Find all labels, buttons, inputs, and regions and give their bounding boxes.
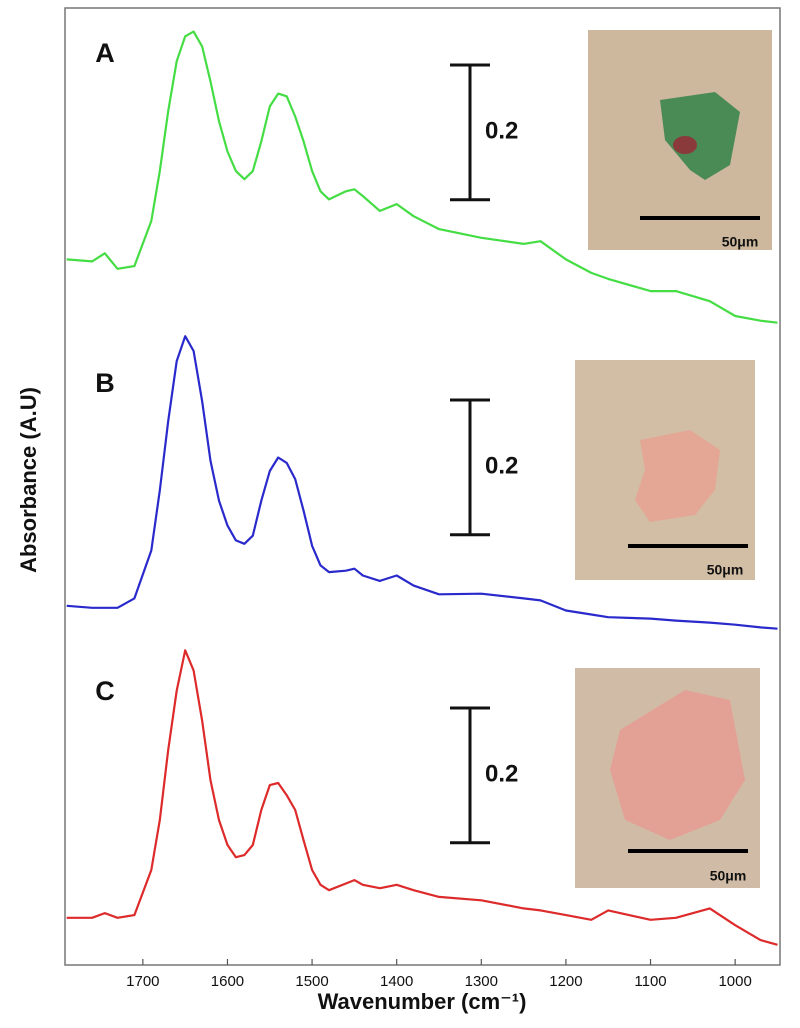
spectrum-line (66, 30, 778, 324)
sample-spot (673, 136, 697, 154)
x-axis-title: Wavenumber (cm⁻¹) (318, 989, 527, 1014)
x-tick-label: 1000 (718, 973, 751, 990)
inset-scale-label: 50μm (707, 562, 744, 578)
x-tick-label: 1400 (380, 973, 413, 990)
sample (635, 430, 720, 522)
scale-bar-label: 0.2 (485, 118, 518, 145)
plot-frame (64, 7, 781, 966)
x-tick-label: 1100 (634, 973, 666, 990)
inset-b: 50μm (575, 360, 755, 580)
x-tick-label: 1700 (126, 973, 159, 990)
inset-scale-label: 50μm (710, 868, 747, 884)
inset-c: 50μm (575, 668, 760, 888)
scale-bar-label: 0.2 (485, 761, 518, 788)
x-tick-label: 1200 (549, 973, 582, 990)
x-tick-label: 1500 (295, 973, 328, 990)
panel-label: C (95, 676, 115, 706)
sample (660, 92, 740, 180)
inset-scale-label: 50μm (722, 234, 759, 250)
scale-bar-label: 0.2 (485, 453, 518, 480)
panel-label: B (95, 368, 115, 398)
spectrum-line (66, 649, 778, 946)
inset-a: 50μm (588, 30, 772, 250)
y-axis-title: Absorbance (A.U) (16, 387, 41, 573)
x-tick-label: 1300 (465, 973, 498, 990)
x-tick-label: 1600 (211, 973, 244, 990)
sample (610, 690, 745, 840)
panel-label: A (95, 38, 115, 68)
spectrum-line (66, 335, 778, 630)
